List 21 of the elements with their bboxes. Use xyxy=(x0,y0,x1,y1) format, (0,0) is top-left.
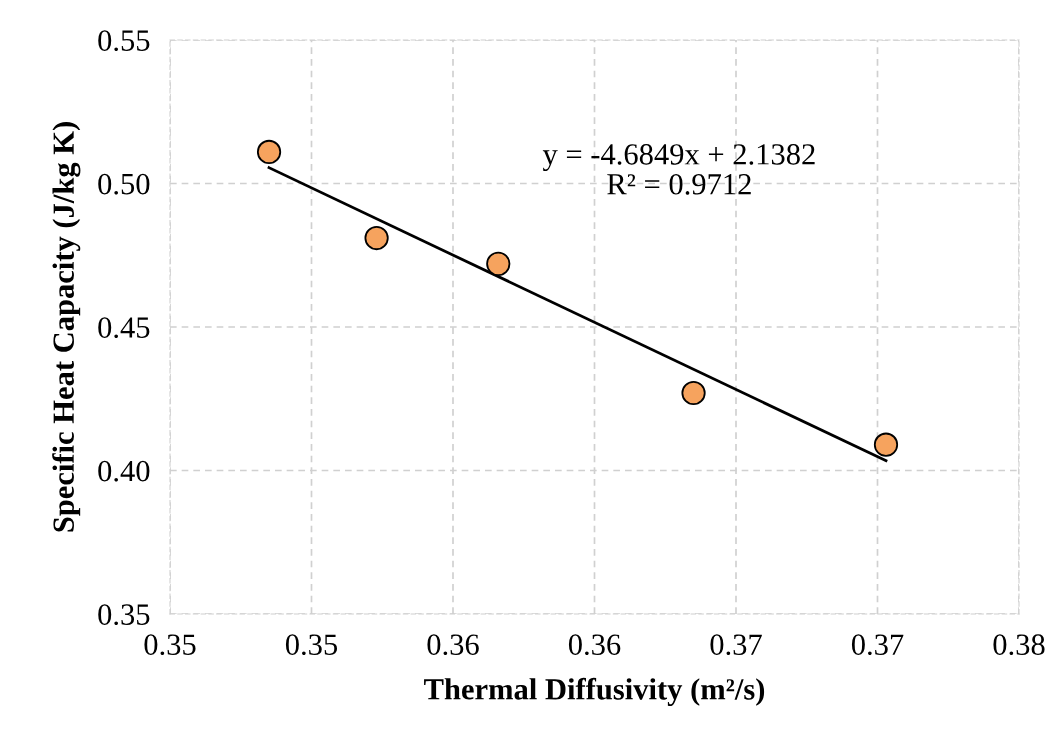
x-tick-label: 0.37 xyxy=(710,634,762,656)
y-tick-label: 0.35 xyxy=(98,604,150,626)
annotation: y = -4.6849x + 2.1382 xyxy=(542,144,815,171)
x-tick-label: 0.36 xyxy=(568,634,621,656)
point xyxy=(486,251,511,276)
x-axis-title: Thermal Diffusivity (m²/s) xyxy=(424,677,765,706)
x-tick-label: 0.35 xyxy=(285,634,338,656)
y-tick-label: 0.40 xyxy=(98,460,150,482)
annotation: R² = 0.9712 xyxy=(607,173,751,195)
x-tick-label: 0.38 xyxy=(993,634,1045,656)
point xyxy=(681,380,706,406)
x-tick-label: 0.35 xyxy=(144,634,196,656)
point xyxy=(873,432,899,457)
x-tick-label: 0.36 xyxy=(427,634,479,656)
point xyxy=(256,139,282,165)
x-tick-label: 0.37 xyxy=(851,634,904,656)
y-axis-title: Specific Heat Capacity (J/kg K) xyxy=(52,122,81,532)
y-tick-label: 0.55 xyxy=(98,30,150,52)
y-tick-label: 0.45 xyxy=(98,317,150,339)
y-tick-label: 0.50 xyxy=(98,173,150,195)
point xyxy=(364,225,389,251)
